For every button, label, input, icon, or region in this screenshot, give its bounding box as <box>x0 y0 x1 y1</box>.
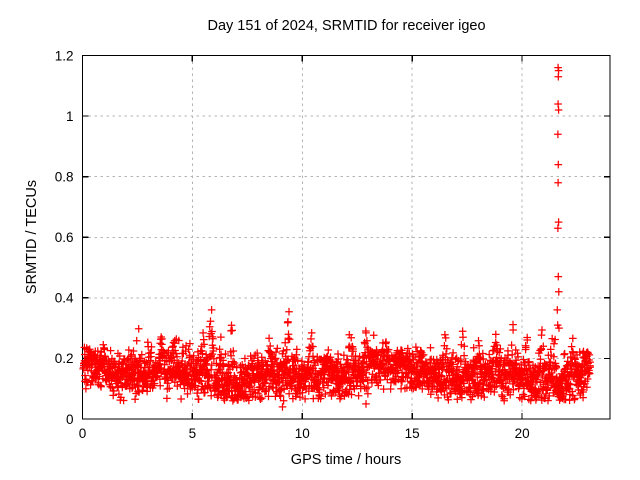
y-tick-labels: 0 0.2 0.4 0.6 0.8 1 1.2 <box>55 48 74 427</box>
x-tick-label: 15 <box>405 426 420 441</box>
y-tick-label: 1.2 <box>55 48 74 63</box>
y-tick-label: 1 <box>66 109 74 124</box>
x-tick-label: 5 <box>189 426 197 441</box>
y-tick-label: 0 <box>66 412 74 427</box>
scatter-points <box>79 63 594 411</box>
y-tick-label: 0.8 <box>55 169 74 184</box>
x-tick-label: 20 <box>515 426 530 441</box>
y-tick-label: 0.6 <box>55 230 74 245</box>
x-axis-label: GPS time / hours <box>290 452 402 468</box>
y-tick-label: 0.2 <box>55 351 74 366</box>
x-tick-labels: 0 5 10 15 20 <box>79 426 530 441</box>
x-tick-label: 10 <box>295 426 310 441</box>
chart-title: Day 151 of 2024, SRMTID for receiver ige… <box>207 18 486 34</box>
tick-marks <box>81 54 610 420</box>
y-tick-label: 0.4 <box>55 291 74 306</box>
plot-border <box>81 54 611 420</box>
x-tick-label: 0 <box>79 426 87 441</box>
